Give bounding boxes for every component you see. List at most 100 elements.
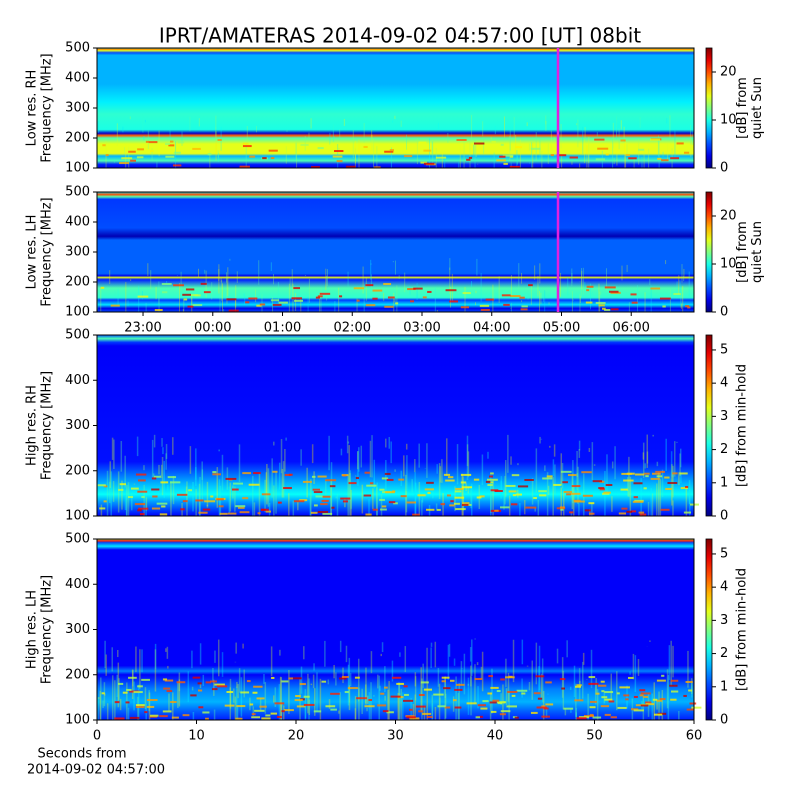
spectrogram-speckle <box>510 295 520 297</box>
spectrogram-speckle <box>403 700 413 702</box>
spectrogram-streak <box>589 448 591 452</box>
spectrogram-streak <box>329 133 330 145</box>
spectrogram-speckle <box>248 297 257 299</box>
x-tick-label: 00:00 <box>194 321 231 336</box>
spectrogram-speckle <box>144 711 147 713</box>
spectrogram-speckle <box>456 139 466 141</box>
spectrogram-streak <box>126 490 128 516</box>
spectrogram-streak <box>582 662 584 699</box>
colorbar-tick-label: 5 <box>720 546 728 561</box>
spectrogram-speckle <box>152 508 160 510</box>
spectrogram-streak <box>361 446 363 468</box>
spectrogram-streak <box>576 123 577 125</box>
colorbar-tick-label: 2 <box>720 442 728 457</box>
spectrogram-streak <box>492 285 493 312</box>
spectrogram-speckle <box>596 158 605 160</box>
spectrogram-streak <box>113 440 115 469</box>
spectrogram-speckle <box>683 695 686 697</box>
spectrogram-streak <box>177 276 178 277</box>
spectrogram-streak <box>324 641 326 667</box>
spectrogram-speckle <box>657 475 663 477</box>
spectrogram-streak <box>339 129 340 140</box>
spectrogram-speckle <box>502 294 511 296</box>
spectrogram-speckle <box>521 305 527 307</box>
spectrogram-streak <box>614 158 615 164</box>
spectrogram-streak <box>591 650 593 688</box>
spectrogram-streak <box>682 286 683 312</box>
spectrogram-speckle <box>396 683 404 685</box>
spectrogram-speckle <box>427 291 431 293</box>
spectrogram-speckle <box>134 691 143 693</box>
spectrogram-streak <box>355 476 357 477</box>
spectrogram-streak <box>392 121 393 123</box>
spectrogram-streak <box>529 144 530 151</box>
spectrogram-speckle <box>368 699 372 701</box>
spectrogram-streak <box>657 462 659 466</box>
spectrogram-streak <box>475 302 476 305</box>
spectrogram-streak <box>226 272 227 282</box>
spectrogram-speckle <box>422 713 431 715</box>
spectrogram-streak <box>172 437 174 455</box>
spectrogram-streak <box>221 127 222 151</box>
spectrogram-speckle <box>354 287 364 289</box>
spectrogram-streak <box>487 452 489 459</box>
colorbar-tick-label: 4 <box>720 580 728 595</box>
y-tick-label: 300 <box>65 622 90 637</box>
spectrogram-streak <box>114 680 116 720</box>
spectrogram-streak <box>494 153 495 168</box>
spectrogram-speckle <box>163 678 167 680</box>
spectrogram-streak <box>235 697 237 720</box>
spectrogram-streak <box>293 501 295 516</box>
spectrogram-speckle <box>253 686 262 688</box>
spectrogram-speckle <box>254 710 264 712</box>
spectrogram-streak <box>665 260 666 264</box>
spectrogram-streak <box>269 503 271 516</box>
spectrogram-streak <box>167 647 169 659</box>
spectrogram-streak <box>150 270 151 289</box>
spectrogram-streak <box>652 493 654 516</box>
spectrogram-streak <box>353 130 354 158</box>
colorbar-label: [dB] from <box>735 221 750 283</box>
spectrogram-speckle <box>364 495 372 497</box>
spectrogram-speckle <box>475 678 483 680</box>
spectrogram-streak <box>264 480 266 512</box>
spectrogram-speckle <box>266 511 271 513</box>
spectrogram-streak <box>112 438 114 460</box>
spectrogram-streak <box>534 265 535 279</box>
spectrogram-streak <box>405 646 407 672</box>
spectrogram-speckle <box>545 703 553 705</box>
colorbar-tick-label: 0 <box>720 509 728 524</box>
spectrogram-speckle <box>320 503 327 505</box>
spectrogram-speckle <box>417 494 425 496</box>
spectrogram-streak <box>109 270 110 284</box>
spectrogram-speckle <box>183 714 190 716</box>
spectrogram-streak <box>371 651 373 673</box>
x-tick-label: 04:00 <box>473 321 510 336</box>
spectrogram-streak <box>347 476 349 516</box>
spectrogram-streak <box>650 488 652 516</box>
spectrogram-streak <box>683 276 684 281</box>
spectrogram-speckle <box>284 709 294 711</box>
spectrogram-speckle <box>283 487 292 489</box>
spectrogram-streak <box>680 280 681 295</box>
spectrogram-streak <box>626 686 628 709</box>
spectrogram-speckle <box>436 157 446 159</box>
colorbar-label: quiet Sun <box>750 77 765 139</box>
spectrogram-streak <box>643 452 645 459</box>
spectrogram-speckle <box>480 305 489 307</box>
spectrogram-speckle <box>448 476 453 478</box>
spectrogram-streak <box>296 142 297 168</box>
spectrogram-speckle <box>291 297 302 299</box>
y-tick-label: 400 <box>65 215 90 230</box>
spectrogram-speckle <box>409 709 413 711</box>
spectrogram-streak <box>539 437 541 444</box>
spectrogram-streak <box>300 297 301 312</box>
spectrogram-speckle <box>226 298 236 300</box>
spectrogram-speckle <box>295 699 303 701</box>
y-axis-label: High res. RH <box>25 385 40 466</box>
spectrogram-speckle <box>670 699 676 701</box>
spectrogram-streak <box>435 707 437 720</box>
spectrogram-streak <box>674 441 676 476</box>
spectrogram-streak <box>145 490 147 516</box>
spectrogram-speckle <box>312 476 316 478</box>
